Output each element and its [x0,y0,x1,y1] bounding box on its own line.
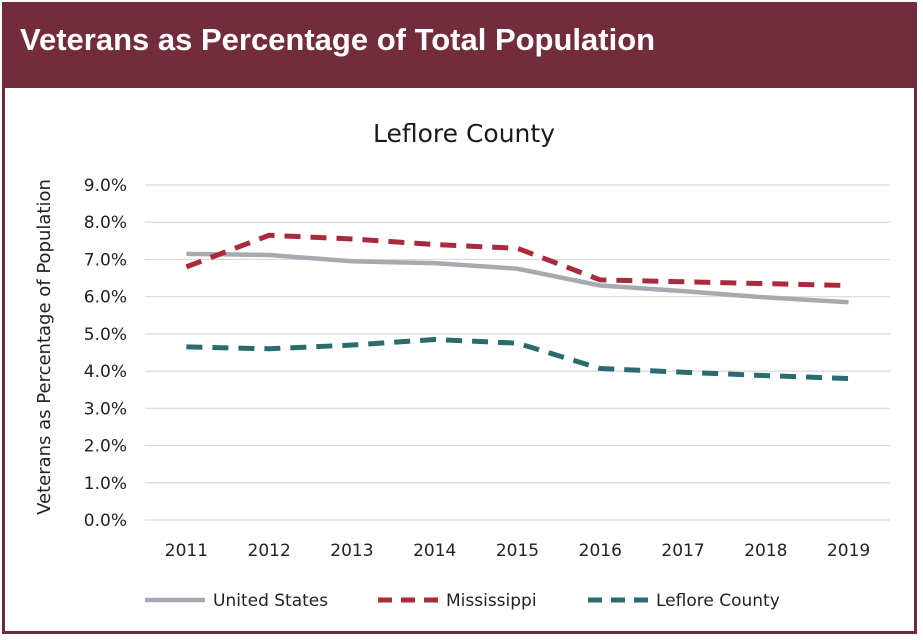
series-line-leflore-county [186,336,849,382]
y-tick-label: 9.0% [84,176,127,196]
x-tick-label: 2012 [248,541,291,561]
y-tick-label: 8.0% [84,213,127,233]
x-tick-label: 2013 [330,541,373,561]
x-tick-label: 2016 [579,541,622,561]
y-axis-label: Veterans as Percentage of Population [34,179,55,515]
series-line-mississippi [185,232,849,288]
y-tick-label: 4.0% [84,362,127,382]
legend-label-mississippi: Mississippi [446,591,537,611]
y-tick-label: 2.0% [84,437,127,457]
legend-label-united-states: United States [213,591,328,611]
chart-title: Leflore County [373,119,555,148]
x-tick-label: 2011 [165,541,208,561]
x-tick-label: 2018 [744,541,787,561]
y-tick-label: 5.0% [84,325,127,345]
chart-frame [2,2,917,634]
y-tick-label: 3.0% [84,399,127,419]
y-tick-label: 6.0% [84,288,127,308]
series-line-united-states [186,251,849,305]
x-tick-label: 2017 [661,541,704,561]
y-tick-label: 1.0% [84,474,127,494]
page-title: Veterans as Percentage of Total Populati… [20,22,656,57]
legend-label-leflore-county: Leflore County [656,591,780,611]
x-tick-label: 2015 [496,541,539,561]
y-tick-label: 7.0% [84,250,127,270]
x-tick-label: 2019 [827,541,870,561]
header-banner: Veterans as Percentage of Total Populati… [2,2,917,88]
x-tick-label: 2014 [413,541,456,561]
y-tick-label: 0.0% [84,511,127,531]
